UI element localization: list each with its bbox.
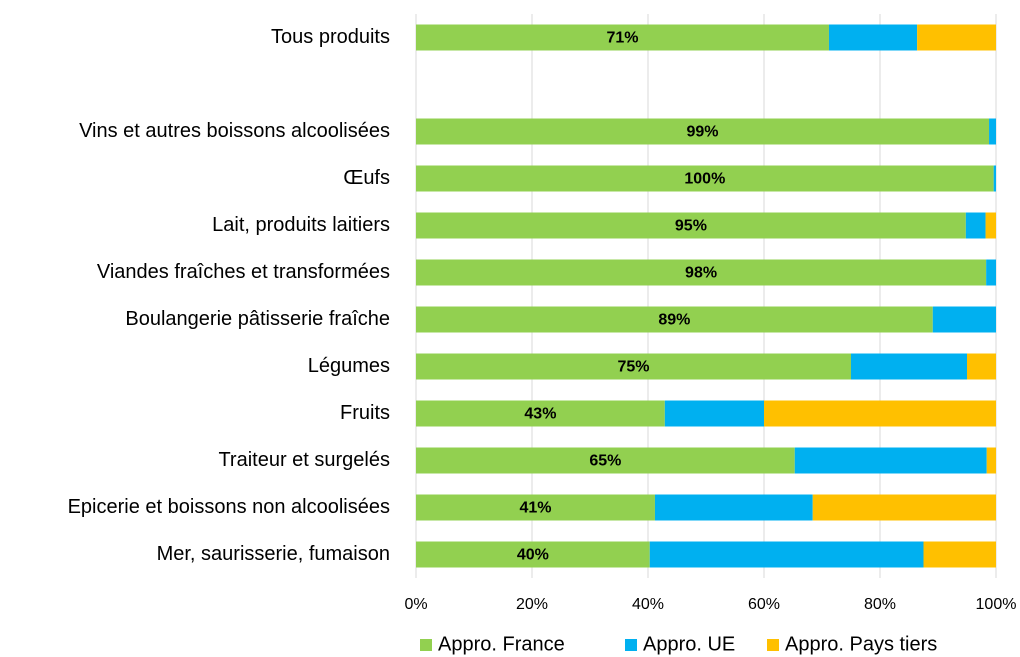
category-label: Vins et autres boissons alcoolisées [79, 120, 390, 142]
bar-segment [989, 118, 996, 145]
bar-segment [664, 400, 764, 427]
bar-segment [986, 447, 996, 474]
bar-segment [812, 494, 996, 521]
data-label: 41% [519, 500, 551, 517]
category-label: Œufs [343, 167, 390, 189]
bar-segment [416, 494, 655, 521]
data-label: 75% [617, 359, 649, 376]
bar-segment [416, 24, 829, 51]
bar-segment [923, 541, 996, 568]
category-label: Mer, saurisserie, fumaison [157, 543, 390, 565]
data-label: 40% [517, 547, 549, 564]
bar-segment [967, 353, 996, 380]
bar-segment [794, 447, 987, 474]
data-label: 65% [589, 453, 621, 470]
bar-segment [828, 24, 918, 51]
x-tick-label: 40% [632, 596, 664, 613]
bar-segment [993, 165, 996, 192]
data-label: 99% [687, 124, 719, 141]
bar-segment [851, 353, 967, 380]
category-label: Boulangerie pâtisserie fraîche [125, 308, 390, 330]
bar-segment [416, 541, 650, 568]
bar-segment [654, 494, 813, 521]
data-label: 100% [684, 171, 725, 188]
category-label: Lait, produits laitiers [212, 214, 390, 236]
legend-swatch [625, 639, 637, 651]
legend-label: Appro. Pays tiers [785, 633, 937, 655]
legend-swatch [420, 639, 432, 651]
data-label: 95% [675, 218, 707, 235]
bar-segment [416, 400, 665, 427]
bar-segment [416, 165, 994, 192]
bar-segment [416, 447, 795, 474]
bar-segment [965, 212, 986, 239]
legend-swatch [767, 639, 779, 651]
data-label: 89% [658, 312, 690, 329]
category-label: Epicerie et boissons non alcoolisées [68, 496, 390, 518]
x-tick-label: 20% [516, 596, 548, 613]
category-label: Légumes [308, 355, 390, 377]
x-tick-label: 100% [976, 596, 1017, 613]
category-label: Traiteur et surgelés [218, 449, 390, 471]
bar-segment [986, 259, 996, 286]
legend-label: Appro. France [438, 633, 565, 655]
x-tick-label: 0% [404, 596, 427, 613]
bar-segment [985, 212, 996, 239]
data-label: 71% [606, 30, 638, 47]
bar-segment [416, 118, 990, 145]
bar-segment [416, 259, 987, 286]
category-label: Viandes fraîches et transformées [97, 261, 390, 283]
data-label: 43% [524, 406, 556, 423]
bar-segment [416, 306, 933, 333]
bar-segment [917, 24, 996, 51]
bar-segment [416, 212, 966, 239]
bar-segment [416, 353, 851, 380]
bar-segment [649, 541, 924, 568]
legend-label: Appro. UE [643, 633, 735, 655]
data-label: 98% [685, 265, 717, 282]
category-label: Fruits [340, 402, 390, 424]
bar-segment [932, 306, 996, 333]
x-tick-label: 80% [864, 596, 896, 613]
x-tick-label: 60% [748, 596, 780, 613]
category-label: Tous produits [271, 26, 390, 48]
bar-segment [764, 400, 996, 427]
